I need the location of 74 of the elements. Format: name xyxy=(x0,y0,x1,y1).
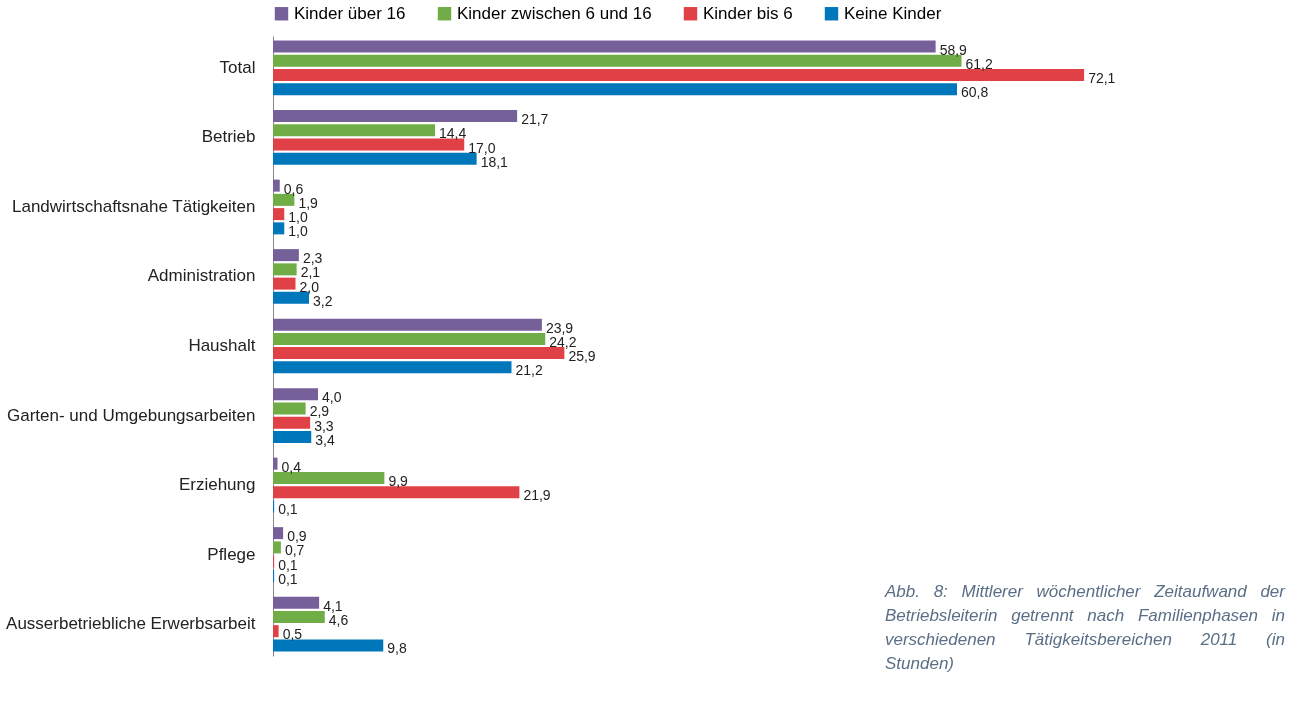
data-label: 1,9 xyxy=(298,194,319,211)
data-label: 24,2 xyxy=(549,333,577,350)
data-label: 0,5 xyxy=(282,626,303,643)
data-label: 9,8 xyxy=(387,640,407,657)
bar xyxy=(273,639,384,652)
data-label: 23,9 xyxy=(545,319,574,336)
bar xyxy=(273,332,546,345)
data-label: 3,3 xyxy=(314,417,334,434)
y-tick-label: Ausserbetriebliche Erwerbsarbeit xyxy=(6,614,256,634)
bar xyxy=(273,430,312,443)
bar xyxy=(273,249,299,262)
data-label: 21,9 xyxy=(523,487,551,504)
bar xyxy=(273,610,325,623)
bar xyxy=(273,110,518,123)
data-label: 14,4 xyxy=(439,125,467,142)
data-label: 0,4 xyxy=(281,458,302,475)
data-label: 2,0 xyxy=(299,278,320,295)
bar xyxy=(273,318,542,331)
data-label: 72,1 xyxy=(1088,70,1116,87)
data-label: 4,1 xyxy=(323,597,343,614)
bar xyxy=(273,208,285,221)
bar xyxy=(273,361,512,374)
data-label: 21,2 xyxy=(515,362,543,379)
legend-label: Keine Kinder xyxy=(844,3,942,23)
data-label: 21,7 xyxy=(521,111,549,128)
y-tick-label: Betrieb xyxy=(201,127,256,147)
bar xyxy=(273,347,565,360)
data-label: 3,2 xyxy=(313,292,333,309)
y-tick-label: Landwirtschaftsnahe Tätigkeiten xyxy=(11,196,256,216)
data-label: 25,9 xyxy=(568,348,596,365)
bar xyxy=(273,40,936,53)
annotation: Abb. 8: Mittlerer wöchentlicher Zeitaufwand der Betriebsleiterin getrennt nach Familienphasen in verschiedenen Tätigkeitsbereichen 2011 (in Stunden) xyxy=(885,581,1285,675)
data-label: 17,0 xyxy=(468,139,496,156)
data-label: 2,1 xyxy=(300,264,321,281)
y-tick-label: Total xyxy=(219,57,256,77)
data-label: 0,6 xyxy=(283,180,304,197)
data-label: 1,0 xyxy=(288,223,308,240)
bar xyxy=(273,277,296,290)
bar xyxy=(273,541,281,554)
data-label: 9,9 xyxy=(388,472,409,489)
bar xyxy=(273,179,280,192)
y-tick-label: Pflege xyxy=(207,544,256,564)
data-label: 61,2 xyxy=(965,55,993,72)
y-tick-label: Erziehung xyxy=(178,475,256,495)
legend-label: Kinder über 16 xyxy=(294,3,406,23)
y-tick-label: Haushalt xyxy=(188,336,256,355)
bar xyxy=(273,527,284,540)
bar xyxy=(273,486,520,499)
data-label: 0,1 xyxy=(278,501,298,518)
data-label: 2,3 xyxy=(302,250,323,267)
bar xyxy=(273,388,318,401)
legend-label: Kinder zwischen 6 und 16 xyxy=(457,3,652,23)
bar xyxy=(273,457,278,470)
legend-label: Kinder bis 6 xyxy=(703,3,793,23)
data-label: 58,9 xyxy=(939,41,968,58)
bar xyxy=(273,416,311,429)
bar xyxy=(273,402,306,415)
data-label: 2,9 xyxy=(309,403,330,420)
data-label: 60,8 xyxy=(961,84,989,101)
bar xyxy=(273,138,465,151)
bar xyxy=(273,83,957,96)
data-label: 0,7 xyxy=(284,542,305,559)
bar xyxy=(273,625,279,638)
data-label: 4,0 xyxy=(322,389,342,406)
bar xyxy=(273,124,435,137)
y-tick-label: Administration xyxy=(147,266,256,286)
y-tick-label: Garten- und Umgebungsarbeiten xyxy=(6,405,256,425)
bar xyxy=(273,222,285,235)
bar xyxy=(273,263,297,276)
data-label: 0,1 xyxy=(278,556,298,573)
bar xyxy=(273,69,1085,82)
bar xyxy=(273,596,320,609)
data-label: 0,9 xyxy=(287,528,307,545)
data-label: 1,0 xyxy=(288,209,308,226)
